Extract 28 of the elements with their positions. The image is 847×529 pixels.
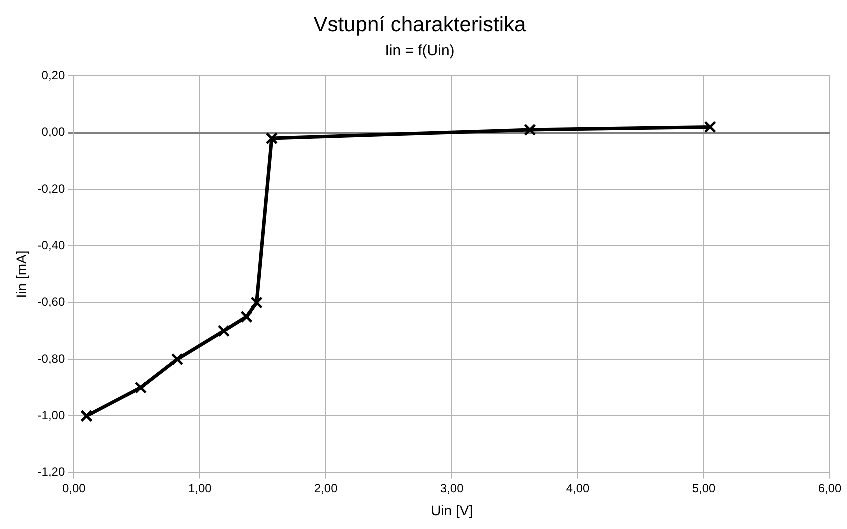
x-tick-label: 6,00 — [818, 481, 842, 496]
point — [218, 324, 230, 338]
y-tick-label: -1,20 — [38, 465, 66, 480]
y-tick-label: -0,80 — [38, 352, 66, 366]
chart-subtitle: Iin = f(Uin) — [385, 42, 455, 60]
chart-title: Vstupní charakteristika — [314, 13, 527, 36]
y-tick-label: -1,00 — [38, 408, 66, 422]
point — [80, 410, 93, 422]
x-tick-label: 0,00 — [62, 481, 86, 496]
point — [250, 296, 264, 310]
point — [171, 353, 184, 366]
x-tick-label: 2,00 — [314, 481, 338, 496]
point — [704, 120, 717, 134]
x-axis-title: Uin [V] — [431, 502, 474, 518]
point — [240, 310, 253, 324]
x-tick-label: 1,00 — [188, 481, 212, 496]
y-tick-label: -0,60 — [38, 295, 66, 310]
point — [524, 124, 536, 136]
x-tick-label: 4,00 — [566, 481, 590, 496]
y-axis-title: Iin [mA] — [13, 250, 30, 298]
y-tick-label: -0,40 — [38, 238, 66, 252]
point — [266, 132, 278, 145]
y-tick-label: 0,20 — [42, 68, 66, 83]
y-tick-label: 0,00 — [42, 125, 66, 140]
x-tick-label: 5,00 — [692, 481, 716, 496]
point — [134, 382, 148, 394]
x-tick-label: 3,00 — [440, 481, 464, 496]
y-tick-label: -0,20 — [38, 182, 66, 196]
